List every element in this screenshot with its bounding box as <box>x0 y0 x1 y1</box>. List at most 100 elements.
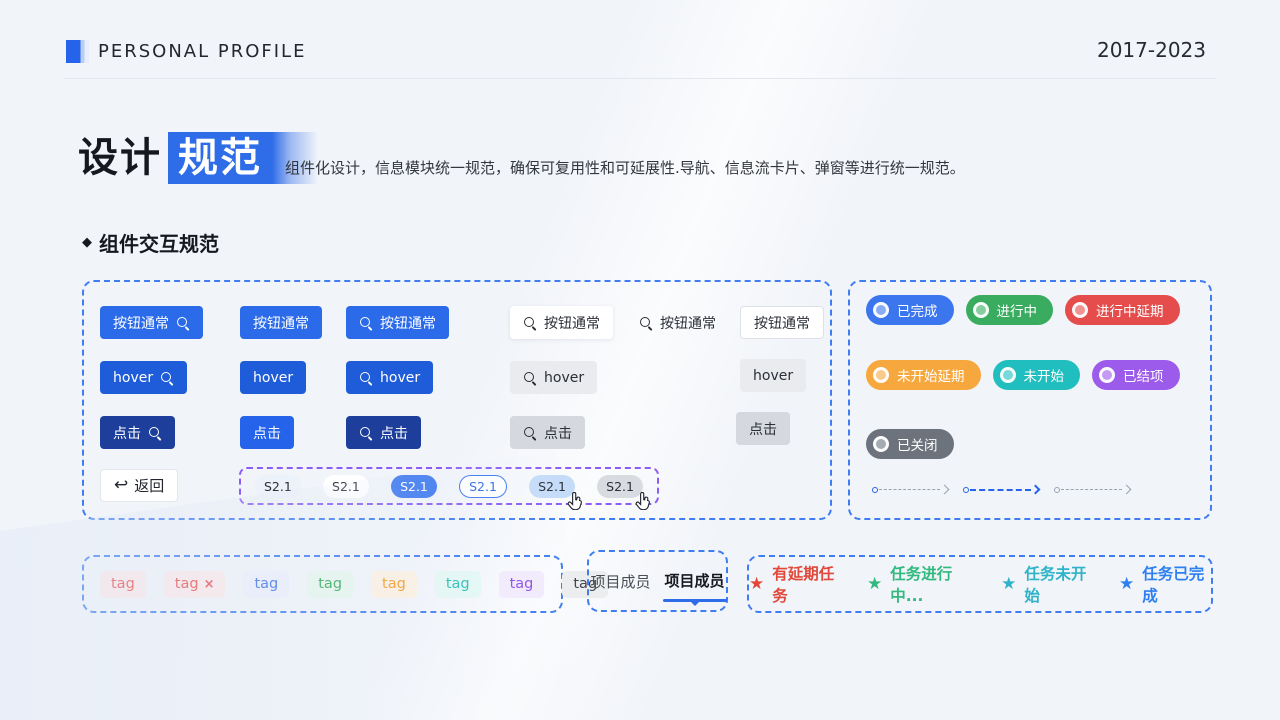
pagination-chip[interactable]: S2.1 <box>255 474 301 498</box>
tag-label: tag <box>318 576 343 592</box>
button-label: 点击 <box>380 425 408 442</box>
search-icon <box>160 371 174 385</box>
status-pill-in-progress[interactable]: 进行中 <box>965 295 1053 325</box>
legend-task-completed[interactable]: ★ 任务已完成 <box>1119 562 1211 606</box>
search-icon <box>523 426 537 440</box>
plain-button-hover[interactable]: hover <box>740 359 807 392</box>
radio-dot-icon <box>873 367 889 383</box>
ghost-button-normal-icon-left[interactable]: 按钮通常 <box>510 306 613 339</box>
button-label: 点击 <box>253 425 281 442</box>
tag-green[interactable]: tag <box>307 570 354 598</box>
primary-button-hover-icon-left[interactable]: hover <box>346 361 434 394</box>
search-icon <box>523 316 537 330</box>
legend-task-not-started[interactable]: ★ 任务未开始 <box>1001 562 1093 606</box>
back-button[interactable]: ↩ 返回 <box>100 469 179 502</box>
close-icon[interactable]: × <box>203 576 215 592</box>
ghost-button-hover-icon-left[interactable]: hover <box>510 361 598 394</box>
legend-delayed-task[interactable]: ★ 有延期任务 <box>749 562 841 606</box>
tab-project-members-inactive[interactable]: 项目成员 <box>590 572 651 591</box>
header-divider <box>64 78 1216 79</box>
tag-red[interactable]: tag <box>100 570 146 598</box>
tag-label: tag <box>174 576 199 592</box>
pagination-chip[interactable]: S2.1 <box>323 474 369 498</box>
status-pill-completed[interactable]: 已完成 <box>866 295 954 325</box>
pagination-chip-selected[interactable]: S2.1 <box>391 474 437 498</box>
button-label: hover <box>113 369 154 386</box>
primary-button-normal-icon-right[interactable]: 按钮通常 <box>100 306 203 339</box>
tag-blue[interactable]: tag <box>243 570 290 598</box>
search-icon <box>148 426 162 440</box>
button-label: hover <box>380 369 421 386</box>
primary-button-pressed-icon-right[interactable]: 点击 <box>100 416 175 449</box>
primary-button-pressed-icon-left[interactable]: 点击 <box>346 416 421 449</box>
legend-label: 任务已完成 <box>1142 565 1205 605</box>
pagination-chip-label: S2.1 <box>606 478 634 494</box>
tab-project-members-active[interactable]: 项目成员 <box>662 570 727 606</box>
button-label: 点击 <box>113 425 141 442</box>
radio-dot-icon <box>873 302 889 318</box>
button-label: 按钮通常 <box>253 315 309 332</box>
radio-dot-icon <box>873 436 889 452</box>
status-pill-in-progress-delayed[interactable]: 进行中延期 <box>1065 295 1180 325</box>
task-legend-panel: ★ 有延期任务 ★ 任务进行中... ★ 任务未开始 ★ 任务已完成 <box>747 555 1213 613</box>
status-pill-closed[interactable]: 已关闭 <box>866 429 954 459</box>
radio-dot-icon <box>1099 367 1115 383</box>
tag-label: tag <box>445 576 470 592</box>
status-pill-label: 已完成 <box>897 304 938 320</box>
button-label: hover <box>544 369 585 386</box>
hand-cursor-icon <box>567 491 582 513</box>
brand-title: PERSONAL PROFILE <box>98 41 307 62</box>
star-icon: ★ <box>1119 573 1135 594</box>
section-title-label: 组件交互规范 <box>99 232 219 256</box>
button-states-panel: 按钮通常 hover 点击 按钮通常 hover 点击 按钮通常 hover <box>82 280 832 520</box>
radio-dot-icon <box>1072 302 1088 318</box>
legend-label: 有延期任务 <box>772 565 835 605</box>
page-description: 组件化设计，信息模块统一规范，确保可复用性和可延展性.导航、信息流卡片、弹窗等进… <box>285 159 965 177</box>
button-label: 点击 <box>544 425 572 442</box>
status-pill-not-started-delayed[interactable]: 未开始延期 <box>866 360 981 390</box>
pagination-chip-outlined[interactable]: S2.1 <box>459 474 507 498</box>
primary-button-hover-icon-right[interactable]: hover <box>100 361 188 394</box>
pagination-chip-hover[interactable]: S2.1 <box>529 474 582 510</box>
search-icon <box>523 371 537 385</box>
status-pill-row: 已完成 进行中 进行中延期 <box>866 295 1180 325</box>
button-label: 按钮通常 <box>544 315 600 332</box>
button-label: hover <box>253 369 294 386</box>
status-pill-label: 未开始延期 <box>897 369 965 385</box>
text-button-normal-icon-left[interactable]: 按钮通常 <box>626 306 729 339</box>
tag-red-closable[interactable]: tag × <box>163 570 226 598</box>
search-icon <box>359 426 373 440</box>
primary-button-hover[interactable]: hover <box>240 361 307 394</box>
button-label: 点击 <box>749 421 777 438</box>
title-gradient-tail <box>272 132 318 184</box>
pagination-states-box: S2.1 S2.1 S2.1 S2.1 S2.1 S2.1 <box>239 467 659 510</box>
button-label: 按钮通常 <box>113 315 169 332</box>
hand-cursor-icon <box>635 491 650 513</box>
status-pill-label: 已关闭 <box>897 438 938 454</box>
radio-dot-icon <box>999 367 1016 383</box>
page-title-highlight: 规范 <box>168 132 272 184</box>
plain-button-pressed[interactable]: 点击 <box>736 412 790 445</box>
status-pill-not-started[interactable]: 未开始 <box>992 360 1080 390</box>
button-label: 按钮通常 <box>380 315 436 332</box>
tag-label: tag <box>573 576 598 592</box>
tag-teal[interactable]: tag <box>434 570 481 598</box>
tag-label: tag <box>254 576 279 592</box>
tag-gray[interactable]: tag <box>562 570 609 598</box>
star-icon: ★ <box>1001 573 1017 594</box>
plain-button-normal[interactable]: 按钮通常 <box>740 306 824 339</box>
ghost-button-pressed-icon-left[interactable]: 点击 <box>510 416 585 449</box>
legend-label: 任务进行中... <box>890 565 953 605</box>
primary-button-normal-icon-left[interactable]: 按钮通常 <box>346 306 449 339</box>
tag-label: tag <box>509 576 534 592</box>
pagination-chip-disabled[interactable]: S2.1 <box>597 474 650 510</box>
tag-label: tag <box>111 576 135 592</box>
primary-button-pressed[interactable]: 点击 <box>240 416 294 449</box>
tag-orange[interactable]: tag <box>371 570 417 598</box>
legend-task-in-progress[interactable]: ★ 任务进行中... <box>867 562 975 606</box>
section-title: ◆ 组件交互规范 <box>82 228 219 257</box>
tag-purple[interactable]: tag <box>498 570 545 598</box>
primary-button-normal[interactable]: 按钮通常 <box>240 306 322 339</box>
status-pill-closed-project[interactable]: 已结项 <box>1092 360 1180 390</box>
